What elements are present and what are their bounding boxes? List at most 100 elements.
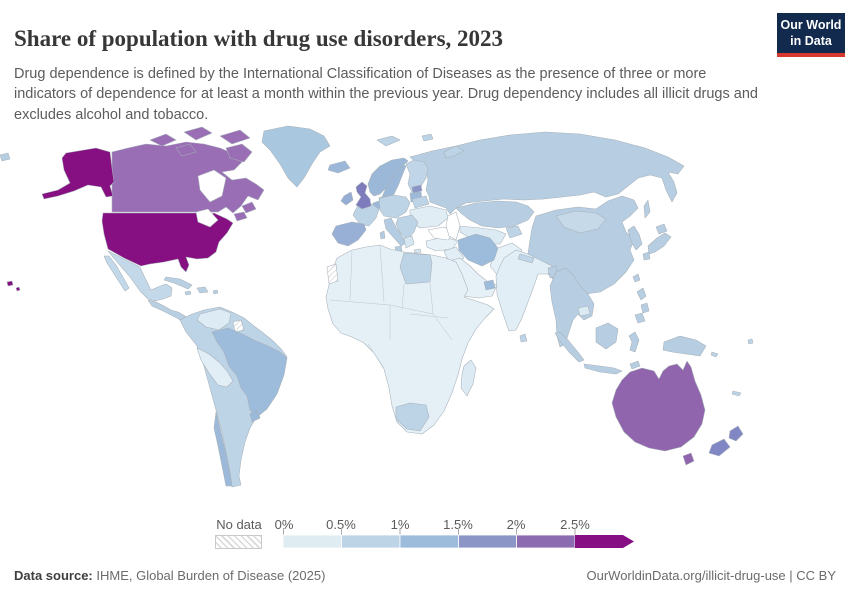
country-new-zealand-south[interactable] <box>708 438 731 457</box>
country-new-zealand-north[interactable] <box>728 425 744 442</box>
legend-tick-1: 0.5% <box>326 517 356 532</box>
country-japan-hokkaido[interactable] <box>655 223 668 235</box>
country-india[interactable] <box>495 249 553 332</box>
country-philippines-mindanao[interactable] <box>634 312 646 324</box>
country-indonesia-sumatra[interactable] <box>554 331 585 363</box>
country-australia[interactable] <box>611 360 706 452</box>
country-mongolia[interactable] <box>555 210 607 234</box>
country-taiwan[interactable] <box>632 273 641 283</box>
footer-source: Data source: IHME, Global Burden of Dise… <box>14 568 325 583</box>
legend-tick-2: 1% <box>390 517 410 532</box>
legend-bin-0[interactable] <box>283 534 342 549</box>
country-svalbard[interactable] <box>376 135 401 147</box>
owid-logo[interactable]: Our World in Data <box>777 13 845 57</box>
country-canada[interactable] <box>111 141 265 214</box>
legend-bin-2[interactable] <box>399 534 459 549</box>
country-puerto-rico[interactable] <box>212 289 219 295</box>
country-france[interactable] <box>352 203 380 227</box>
country-canada-nova-scotia[interactable] <box>233 211 248 222</box>
country-mexico-baja[interactable] <box>103 255 130 292</box>
lake-great-lakes <box>195 208 219 228</box>
country-turkmenistan-uzbekistan[interactable] <box>459 225 507 245</box>
continent-africa[interactable] <box>325 244 495 435</box>
country-greenland[interactable] <box>261 125 331 188</box>
country-venezuela[interactable] <box>196 308 232 331</box>
country-philippines-visayas[interactable] <box>640 302 650 314</box>
country-new-caledonia[interactable] <box>731 390 742 397</box>
country-canada-island-1[interactable] <box>149 133 177 147</box>
country-sardinia[interactable] <box>379 230 386 240</box>
country-indonesia-timor[interactable] <box>629 360 641 370</box>
country-australia-tasmania[interactable] <box>682 452 695 466</box>
country-norway[interactable] <box>367 157 409 197</box>
country-crete[interactable] <box>413 248 422 254</box>
country-finland[interactable] <box>405 159 429 193</box>
country-belarus[interactable] <box>411 195 430 209</box>
country-fiji[interactable] <box>747 338 754 345</box>
country-japan-kyushu[interactable] <box>642 251 651 261</box>
legend-bin-4[interactable] <box>516 534 576 549</box>
country-new-guinea[interactable] <box>662 335 707 357</box>
country-indonesia-java[interactable] <box>583 363 623 375</box>
page-title: Share of population with drug use disord… <box>14 26 504 52</box>
legend-color-bar <box>283 528 634 549</box>
country-russia[interactable] <box>409 131 685 215</box>
state-usa-hawaii-1[interactable] <box>6 280 14 287</box>
country-indonesia-borneo[interactable] <box>595 322 619 350</box>
country-south-africa[interactable] <box>395 402 430 432</box>
country-jamaica[interactable] <box>184 290 192 296</box>
country-kazakhstan[interactable] <box>455 200 535 229</box>
country-indonesia-sulawesi[interactable] <box>628 331 640 353</box>
country-chile[interactable] <box>213 411 233 487</box>
country-madagascar[interactable] <box>460 359 477 397</box>
country-hispaniola[interactable] <box>196 286 209 294</box>
country-mexico[interactable] <box>107 250 173 302</box>
country-ireland[interactable] <box>340 191 354 206</box>
legend-bin-3[interactable] <box>458 534 517 549</box>
country-canada-newfoundland[interactable] <box>241 201 257 214</box>
country-united-kingdom[interactable] <box>355 181 372 210</box>
country-spain-portugal[interactable] <box>331 221 367 247</box>
country-sri-lanka[interactable] <box>519 333 528 343</box>
country-libya[interactable] <box>399 252 433 285</box>
footer-license: OurWorldinData.org/illicit-drug-use | CC… <box>586 568 836 583</box>
country-uruguay[interactable] <box>249 409 261 423</box>
country-balkans[interactable] <box>395 214 419 241</box>
country-kyrgyzstan-tajikistan[interactable] <box>505 225 523 239</box>
country-china[interactable] <box>527 195 639 295</box>
country-germany-central-europe[interactable] <box>377 194 411 219</box>
country-philippines-luzon[interactable] <box>636 287 647 301</box>
country-greece[interactable] <box>403 235 415 249</box>
country-nepal[interactable] <box>517 253 535 264</box>
country-brazil[interactable] <box>211 327 288 418</box>
country-franz-josef-land[interactable] <box>421 133 434 142</box>
country-iceland[interactable] <box>327 160 351 174</box>
country-usa[interactable] <box>101 212 234 273</box>
country-usa-alaska[interactable] <box>41 147 115 200</box>
country-canada-island-4[interactable] <box>175 143 197 157</box>
legend-bin-5-arrow[interactable] <box>575 535 634 548</box>
country-canada-island-2[interactable] <box>183 126 213 141</box>
state-usa-hawaii-2[interactable] <box>15 286 21 292</box>
legend-no-data-label: No data <box>216 517 262 532</box>
country-novaya-zemlya[interactable] <box>443 145 465 159</box>
country-suriname-no-data[interactable] <box>232 319 245 333</box>
country-western-sahara-no-data[interactable] <box>326 263 339 285</box>
footer-link[interactable]: OurWorldinData.org/illicit-drug-use <box>586 568 786 583</box>
legend-no-data-swatch[interactable] <box>215 535 262 549</box>
country-canada-baffin[interactable] <box>225 143 253 163</box>
country-canada-island-3[interactable] <box>219 129 251 145</box>
footer-cc-by: CC BY <box>796 568 836 583</box>
country-cambodia[interactable] <box>577 305 591 317</box>
country-cuba[interactable] <box>163 276 193 290</box>
legend-bin-1[interactable] <box>341 534 401 549</box>
country-indochina[interactable] <box>549 267 595 348</box>
country-solomon-islands[interactable] <box>710 351 719 358</box>
country-sakhalin[interactable] <box>643 199 651 219</box>
country-iran[interactable] <box>457 233 499 267</box>
country-korea[interactable] <box>627 225 643 251</box>
country-estonia[interactable] <box>411 184 423 194</box>
country-uae-oman[interactable] <box>483 279 496 291</box>
country-peru[interactable] <box>196 347 234 388</box>
country-japan-honshu[interactable] <box>647 232 672 255</box>
